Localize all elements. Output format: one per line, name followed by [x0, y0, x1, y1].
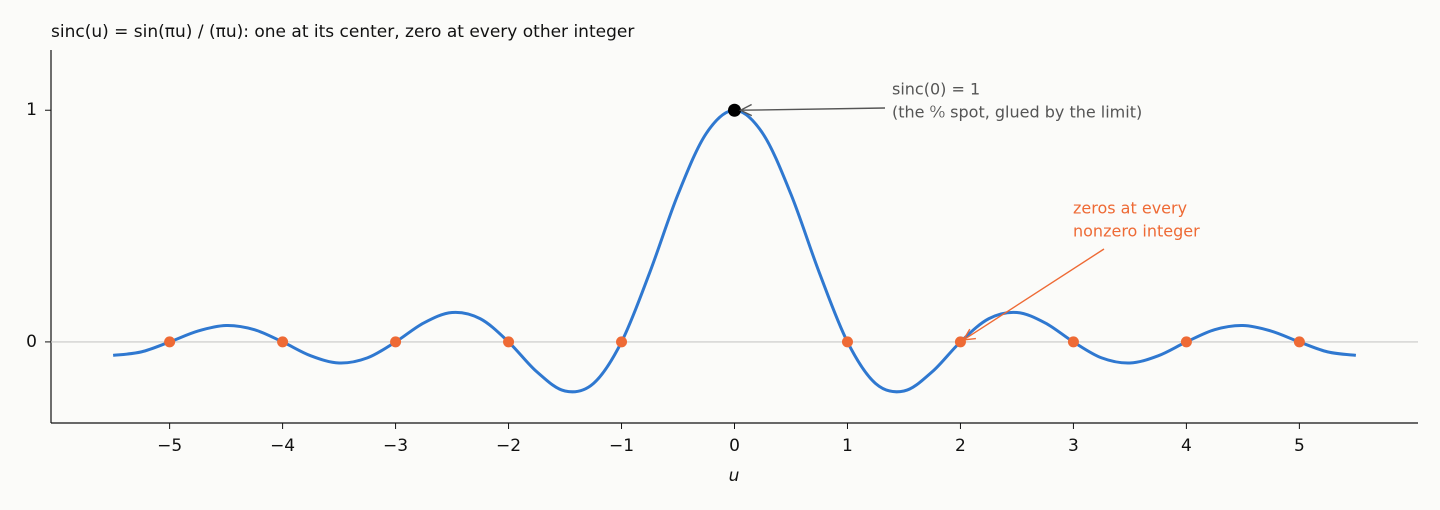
annotation-arrow	[741, 108, 886, 110]
x-tick-label: 3	[1068, 436, 1079, 456]
zero-point	[277, 336, 289, 348]
y-tick-label: 0	[26, 332, 37, 352]
annotation-text: (the ⁰⁄₀ spot, glued by the limit)	[892, 103, 1142, 122]
x-tick-label: −2	[496, 436, 521, 456]
x-tick-label: 4	[1181, 436, 1192, 456]
zero-point	[616, 336, 628, 348]
zero-point	[841, 336, 853, 348]
annotation-text: zeros at every	[1073, 199, 1187, 218]
y-tick-label: 1	[26, 100, 37, 120]
annotation-text: nonzero integer	[1073, 222, 1200, 241]
zero-point	[390, 336, 402, 348]
x-tick-label: 5	[1294, 436, 1305, 456]
x-tick-label: −4	[270, 436, 295, 456]
x-tick-label: −1	[609, 436, 634, 456]
zero-point	[164, 336, 176, 348]
zero-point	[1293, 336, 1305, 348]
x-tick-label: 1	[842, 436, 853, 456]
zero-point	[954, 336, 966, 348]
x-tick-label: 0	[729, 436, 740, 456]
zero-point	[1067, 336, 1079, 348]
annotation-text: sinc(0) = 1	[892, 80, 980, 99]
center-point	[728, 103, 741, 117]
sinc-curve	[112, 108, 1357, 394]
zero-point	[1180, 336, 1192, 348]
x-tick-label: 2	[955, 436, 966, 456]
annotation-arrow	[963, 248, 1105, 340]
chart-title: sinc(u) = sin(πu) / (πu): one at its cen…	[51, 22, 634, 42]
x-tick-label: −3	[383, 436, 408, 456]
x-axis-label: u	[729, 466, 740, 486]
x-tick-label: −5	[157, 436, 182, 456]
zero-point	[503, 336, 515, 348]
